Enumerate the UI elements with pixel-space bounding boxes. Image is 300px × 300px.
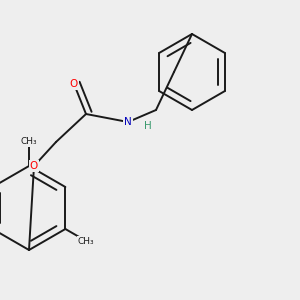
Text: O: O xyxy=(70,79,78,89)
Text: H: H xyxy=(144,121,152,131)
Text: CH₃: CH₃ xyxy=(21,137,37,146)
Text: O: O xyxy=(30,161,38,171)
Text: N: N xyxy=(124,117,132,127)
Text: CH₃: CH₃ xyxy=(78,236,94,245)
